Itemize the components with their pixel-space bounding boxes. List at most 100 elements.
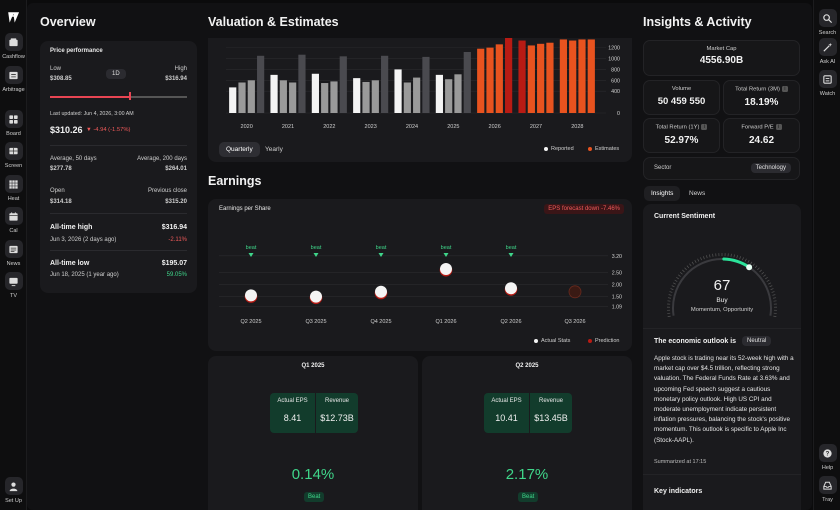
bar: [445, 79, 453, 113]
actual-point: [245, 289, 257, 302]
insights-title: Insights & Activity: [643, 15, 752, 29]
bar: [477, 48, 485, 114]
bar: [362, 81, 370, 113]
bar: [518, 40, 526, 113]
valuation-bar-chart: 0 400 600 800 1000 1200 2020 2021 2022 2023 2024 20…: [226, 38, 620, 130]
x-tick-label: 2024: [406, 124, 418, 130]
y-tick-label: 600: [611, 78, 620, 84]
actual-point: [310, 290, 322, 303]
divider: [50, 213, 187, 214]
ath-change: -2.11%: [168, 237, 187, 243]
app-logo[interactable]: [7, 10, 20, 23]
rail-item-arbitrage[interactable]: Arbitrage: [2, 66, 25, 93]
return-3m-label: Total Return (3M) i: [724, 86, 799, 93]
rail-item-news[interactable]: News: [2, 240, 25, 267]
high-value: $316.94: [165, 76, 187, 82]
ath-label: All-time high: [50, 224, 93, 231]
eps-box: Actual EPS 10.41: [484, 393, 529, 433]
return-1y-value: 52.97%: [664, 134, 699, 146]
bar: [495, 44, 503, 113]
tab-news[interactable]: News: [689, 190, 706, 197]
x-tick-label: Q3 2026: [564, 319, 585, 325]
right-rail: Search Ask AI Watch ? Help Tray: [813, 0, 840, 510]
gauge-tick: [689, 263, 692, 267]
left-rail: Cashflow Arbitrage Board Screen Heat Cal News T…: [0, 0, 27, 510]
tab-insights[interactable]: Insights: [644, 186, 681, 201]
info-icon[interactable]: i: [775, 124, 782, 130]
rail-item-tv[interactable]: TV: [2, 272, 25, 299]
gauge-tick: [733, 254, 735, 258]
divider: [643, 328, 801, 329]
divider: [643, 474, 801, 475]
gauge-tick: [691, 261, 694, 265]
rail-item-heat[interactable]: Heat: [2, 175, 25, 202]
gauge-tick: [750, 261, 753, 265]
atl-value: $195.07: [161, 260, 187, 267]
price-range-marker: [129, 92, 131, 100]
x-tick-label: 2023: [365, 124, 377, 130]
gauge-tick: [736, 255, 738, 259]
legend-actual: Actual Stats: [534, 338, 570, 344]
rail-label: Cal: [9, 228, 18, 234]
x-tick-label: 2020: [241, 124, 253, 130]
bar: [279, 80, 287, 113]
gauge-tick: [700, 257, 702, 261]
board-icon: [4, 110, 23, 128]
y-tick-label: 400: [611, 89, 620, 95]
beat-label: beat: [246, 245, 257, 251]
bar: [537, 43, 545, 113]
beat-arrow-icon: [378, 253, 384, 257]
tab-quarterly[interactable]: Quarterly: [219, 142, 260, 157]
price-performance-card: Price performance Low $308.85 High $316.…: [40, 41, 197, 293]
atl-change: 59.05%: [166, 272, 187, 278]
gauge-tick: [706, 255, 708, 259]
bar: [413, 77, 421, 113]
rail-item-setup[interactable]: Set Up: [2, 477, 25, 504]
gauge-tick: [772, 294, 776, 296]
gauge-tick: [730, 253, 732, 257]
rail-item-tray[interactable]: Tray: [816, 476, 839, 503]
rail-label-help: Help: [821, 465, 834, 471]
rail-item-cashflow[interactable]: Cashflow: [2, 33, 25, 60]
outlook-text: Apple stock is trading near its 52-week …: [654, 355, 794, 444]
quarter-card-q1[interactable]: Q1 2025 Actual EPS 8.41 Revenue $12.73B …: [208, 356, 418, 510]
low-label: Low: [50, 66, 62, 72]
rail-label-ask-ai: Ask AI: [819, 59, 836, 65]
avg50-label: Average, 50 days: [50, 156, 97, 162]
y-tick-label: 3.20: [612, 254, 622, 260]
tab-yearly[interactable]: Yearly: [265, 146, 283, 153]
gauge-tick: [670, 288, 674, 290]
bar: [587, 39, 595, 114]
eps-value: 10.41: [495, 413, 518, 423]
rail-item-watch[interactable]: Watch: [816, 70, 839, 97]
bar: [257, 55, 265, 113]
rail-item-cal[interactable]: Cal: [2, 207, 25, 234]
avg200-value: $264.01: [165, 166, 187, 172]
quarter-title: Q2 2025: [515, 363, 539, 369]
forward-pe-value: 24.62: [748, 134, 775, 146]
rail-item-board[interactable]: Board: [2, 110, 25, 137]
beat-arrow-icon: [443, 253, 449, 257]
y-tick-label: 2.50: [612, 271, 622, 277]
bar: [339, 56, 347, 113]
return-3m-card: Total Return (3M) i 18.19%: [723, 80, 800, 115]
bar: [435, 74, 443, 113]
bar: [505, 38, 513, 113]
rail-item-search[interactable]: Search: [816, 9, 839, 36]
eps-value: 8.41: [283, 413, 302, 423]
quarter-card-q2[interactable]: Q2 2025 Actual EPS 10.41 Revenue $13.45B…: [422, 356, 632, 510]
gauge-tick: [752, 263, 755, 267]
info-icon[interactable]: i: [781, 86, 788, 92]
rail-item-screen[interactable]: Screen: [2, 142, 25, 169]
rail-item-ask-ai[interactable]: Ask AI: [816, 38, 839, 65]
rail-item-help[interactable]: ? Help: [816, 444, 839, 471]
heatmap-icon: [4, 175, 23, 193]
x-tick-label: 2021: [282, 124, 294, 130]
bar: [321, 83, 329, 113]
gauge-tick: [682, 269, 685, 273]
range-1d-button[interactable]: 1D: [106, 69, 126, 79]
price-range-fill: [50, 95, 130, 98]
info-icon[interactable]: i: [701, 124, 708, 130]
gauge-tick: [757, 267, 760, 271]
bar: [238, 82, 246, 113]
